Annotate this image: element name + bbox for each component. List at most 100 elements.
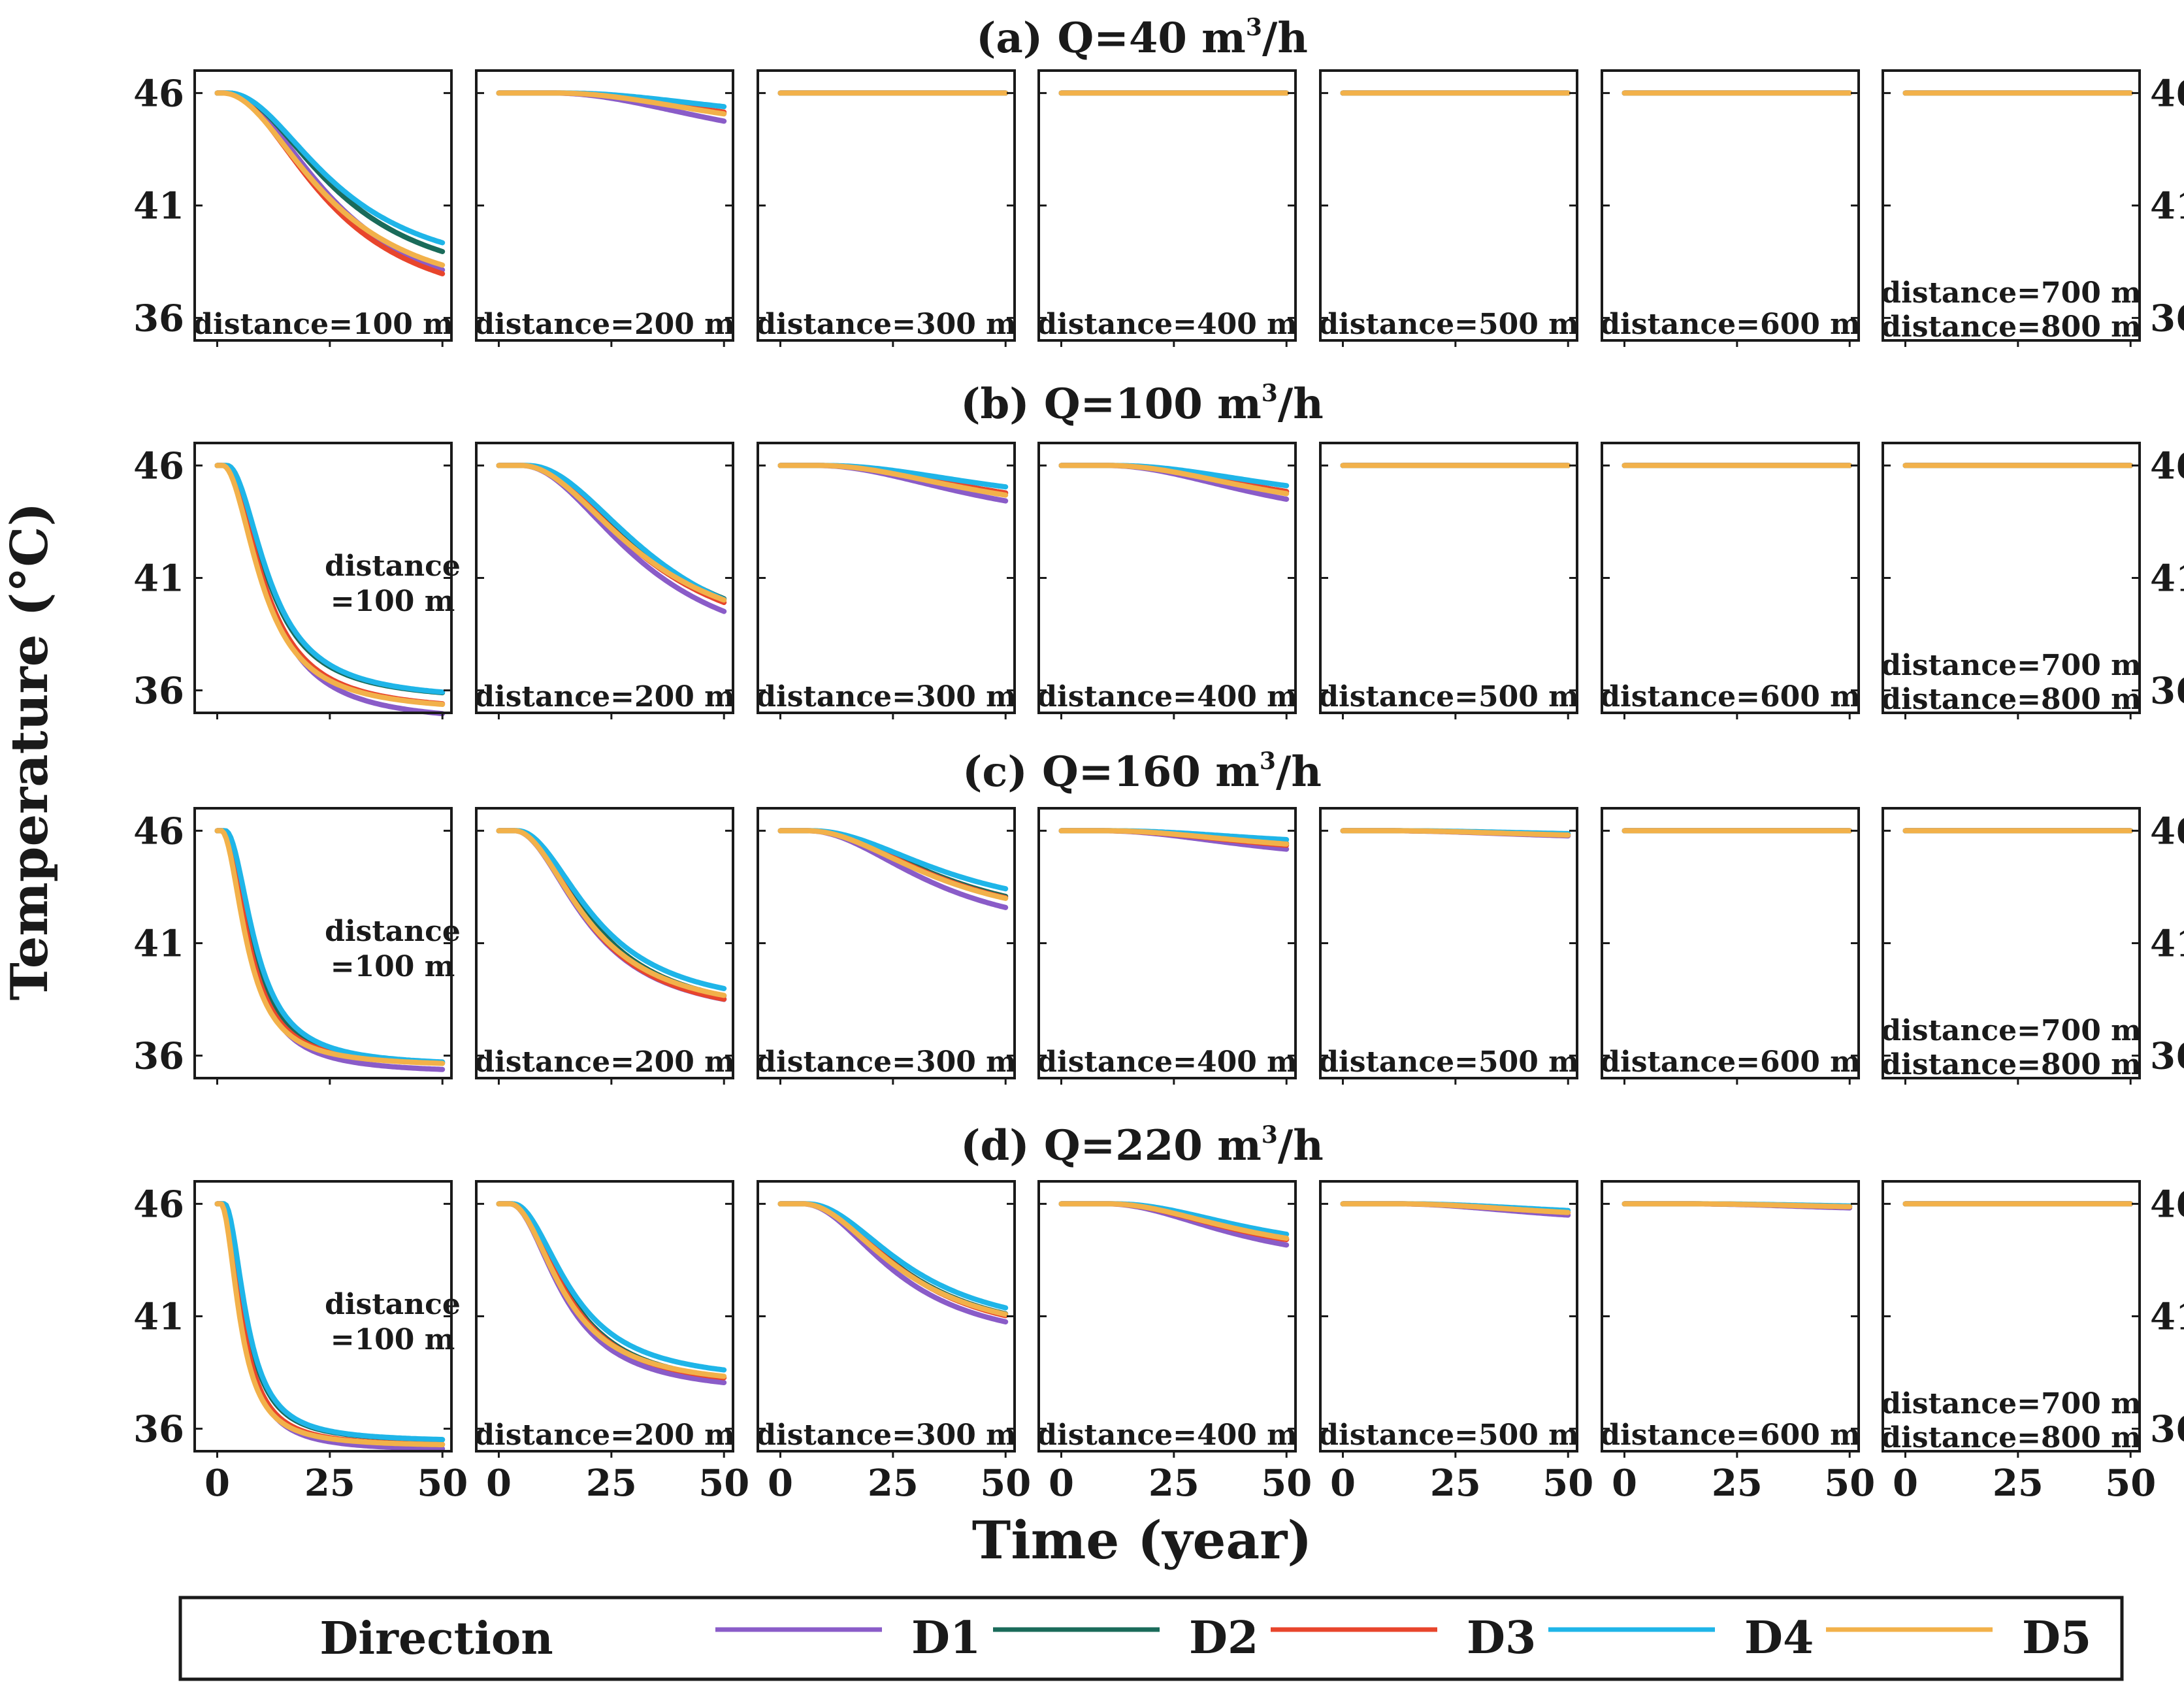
panel: distance=500 m	[1318, 807, 1579, 1085]
panel-distance-label: distance=700 m	[1881, 649, 2141, 682]
panel: 0 25 50 distance=400 m	[1037, 1180, 1312, 1505]
row-title-main: (c) Q=160 m	[962, 747, 1260, 796]
panel-distance-label: =100 m	[331, 1323, 455, 1356]
x-tick-label: 50	[698, 1462, 749, 1505]
y-tick-label: 36	[133, 297, 184, 340]
series-line-d4	[496, 828, 727, 991]
panel-distance-label: distance=700 m	[1881, 1387, 2141, 1420]
x-tick-label: 0	[1049, 1462, 1074, 1505]
row-title-unit: /h	[1278, 380, 1324, 429]
series-line-d5	[777, 828, 1009, 901]
y-tick-label: 36	[133, 1408, 184, 1451]
panel-distance-label: distance=200 m	[474, 1419, 734, 1452]
series-line-d3	[496, 828, 727, 1002]
series-line-d5	[1340, 828, 1571, 838]
legend-label: D4	[1744, 1612, 1814, 1664]
legend-entries: D1 D2 D3 D4 D5	[715, 1612, 2091, 1664]
series-line-d1	[496, 828, 727, 1002]
panel-distance-label: =100 m	[331, 950, 455, 983]
x-tick-label: 0	[1330, 1462, 1356, 1505]
panel: distance=500 m	[1318, 69, 1579, 347]
panel: 0 25 50 distance=300 m	[756, 1180, 1031, 1505]
series-line-d5	[1058, 463, 1290, 497]
panel-frame	[1601, 442, 1860, 714]
series-line-d5	[214, 828, 446, 1066]
series-line-d4	[214, 463, 446, 695]
row-title-unit: /h	[1278, 1121, 1324, 1170]
panel-frame	[193, 69, 453, 342]
y-tick-label: 46	[133, 72, 184, 115]
y-tick-label: 46	[2150, 72, 2184, 115]
legend-label: D1	[911, 1612, 981, 1664]
panel: distance=300 m	[756, 69, 1017, 347]
y-tick-label: 36	[2150, 297, 2184, 340]
panel: distance=600 m	[1600, 69, 1861, 347]
row-title-superscript: 3	[1246, 14, 1262, 41]
x-tick-label: 25	[304, 1462, 355, 1505]
panel-distance-label: distance=200 m	[474, 308, 734, 341]
series-line-d2	[496, 828, 727, 998]
panel-frame	[1037, 1180, 1297, 1453]
panel: 36 41 46 0 25 50 distance=100 m	[133, 1180, 468, 1505]
panel-distance-label: distance=800 m	[1881, 683, 2141, 716]
panel: distance=300 m	[756, 807, 1017, 1085]
panel-distance-label: distance=400 m	[1037, 1045, 1297, 1079]
x-tick-label: 50	[417, 1462, 468, 1505]
series-line-d5	[496, 1201, 727, 1379]
y-tick-label: 46	[133, 444, 184, 487]
row-title: (d) Q=220 m3/h	[960, 1121, 1324, 1170]
panel: distance=200 m	[474, 69, 735, 347]
series-line-d4	[777, 1201, 1009, 1311]
row-title: (a) Q=40 m3/h	[976, 14, 1308, 63]
y-tick-label: 41	[133, 1296, 184, 1339]
row-title-unit: /h	[1262, 14, 1308, 63]
y-tick-label: 46	[2150, 444, 2184, 487]
y-tick-label: 41	[2150, 923, 2184, 966]
x-tick-label: 50	[1824, 1462, 1875, 1505]
row-title-superscript: 3	[1262, 380, 1278, 407]
panel-frame	[1037, 807, 1297, 1079]
y-tick-label: 41	[133, 557, 184, 600]
x-tick-label: 25	[1149, 1462, 1199, 1505]
row-title: (b) Q=100 m3/h	[960, 380, 1324, 429]
x-tick-label: 50	[2105, 1462, 2156, 1505]
panel: distance=400 m	[1037, 807, 1297, 1085]
panel-distance-label: distance=800 m	[1881, 1421, 2141, 1454]
row-title-superscript: 3	[1260, 747, 1276, 775]
panel-distance-label: distance	[325, 915, 461, 948]
panel-distance-label: distance=500 m	[1318, 1419, 1578, 1452]
row-title-main: (d) Q=220 m	[960, 1121, 1262, 1170]
y-tick-label: 41	[2150, 557, 2184, 600]
panel-distance-label: distance=500 m	[1318, 680, 1578, 714]
panel-distance-label: distance	[325, 1288, 461, 1321]
series-line-d5	[496, 90, 727, 117]
x-tick-label: 50	[1542, 1462, 1593, 1505]
panel-distance-label: distance=800 m	[1881, 1048, 2141, 1081]
x-tick-label: 50	[980, 1462, 1031, 1505]
y-tick-label: 36	[133, 1035, 184, 1078]
y-tick-label: 41	[2150, 185, 2184, 228]
x-tick-label: 25	[1993, 1462, 2044, 1505]
x-tick-label: 0	[768, 1462, 793, 1505]
panel-frame	[1319, 69, 1578, 342]
series-line-d5	[777, 1201, 1009, 1317]
panel-frame	[1601, 807, 1860, 1079]
panel-distance-label: distance=200 m	[474, 1045, 734, 1079]
y-tick-label: 36	[2150, 1408, 2184, 1451]
row-title-unit: /h	[1276, 747, 1322, 796]
panel-distance-label: distance=300 m	[756, 1045, 1016, 1079]
x-axis-label: Time (year)	[972, 1509, 1312, 1571]
panel-distance-label: distance=200 m	[474, 680, 734, 714]
legend: Direction D1 D2 D3 D4 D5	[178, 1596, 2124, 1681]
y-tick-label: 46	[2150, 810, 2184, 853]
y-tick-label: 41	[2150, 1296, 2184, 1339]
panel-distance-label: distance=600 m	[1600, 1419, 1860, 1452]
panel: distance=600 m	[1600, 442, 1861, 719]
series-line-d4	[214, 1201, 446, 1443]
x-tick-label: 0	[486, 1462, 512, 1505]
x-tick-label: 0	[1612, 1462, 1637, 1505]
panel-distance-label: distance=800 m	[1881, 310, 2141, 344]
